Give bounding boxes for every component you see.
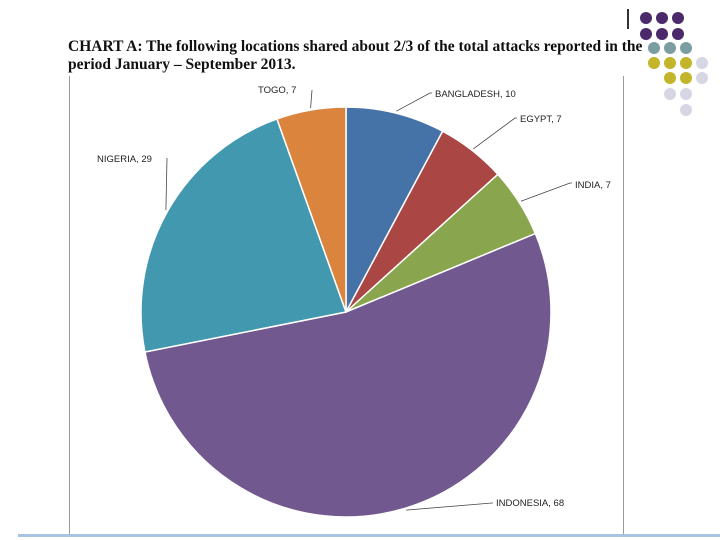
slice-label: TOGO, 7 [258,85,296,96]
pie-slice-togo [275,106,347,313]
slice-label: INDONESIA, 68 [496,498,564,509]
leader-line [520,182,572,202]
leader-line [396,92,432,112]
leader-line [310,89,313,109]
footer-bar [18,534,720,537]
chart-title: CHART A: The following locations shared … [68,38,643,73]
pie-slice-bangladesh [345,106,444,313]
leader-line [473,117,517,150]
chart-frame [69,76,624,534]
slice-label: INDIA, 7 [575,180,611,191]
slice-label: BANGLADESH, 10 [435,89,516,100]
pie-slice-indonesia [144,232,552,518]
decorative-divider [627,9,629,29]
pie-slice-nigeria [140,118,347,353]
slice-label: NIGERIA, 29 [97,154,152,165]
leader-line [165,157,168,211]
leader-line [406,502,493,511]
slice-label: EGYPT, 7 [520,114,562,125]
